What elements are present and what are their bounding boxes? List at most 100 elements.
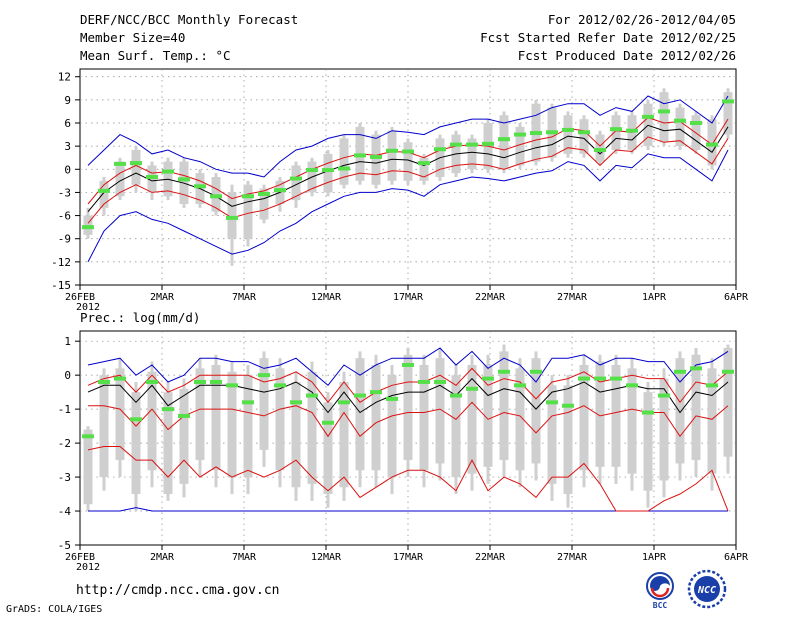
median-line [87, 377, 729, 414]
box-body [531, 358, 541, 464]
mean-marker [722, 369, 734, 374]
mean-marker [690, 366, 702, 371]
mean-marker [130, 161, 142, 166]
box-body [611, 115, 621, 150]
y-tick-label: -5 [58, 539, 71, 552]
x-tick-label: 6APR [724, 292, 749, 303]
x-tick-label: 2012 [76, 302, 100, 313]
y-tick-label: -12 [51, 256, 71, 269]
box-body [403, 354, 413, 461]
box-body [467, 364, 477, 474]
inner-lower-line [87, 136, 729, 224]
mean-marker [402, 149, 414, 154]
mean-marker [674, 369, 686, 374]
forecast-period: For 2012/02/26-2012/04/05 [547, 12, 736, 27]
ncc-logo-icon: NCC [687, 569, 727, 609]
y-tick-label: -2 [58, 437, 71, 450]
mean-marker [402, 362, 414, 367]
mean-marker [706, 142, 718, 147]
x-tick-label: 2MAR [150, 552, 175, 563]
mean-marker [658, 109, 670, 114]
y-tick-label: -1 [58, 403, 71, 416]
mean-marker [482, 141, 494, 146]
mean-marker [562, 127, 574, 132]
mean-marker [290, 176, 302, 181]
mean-marker [722, 99, 734, 104]
x-tick-label: 2MAR [150, 292, 175, 303]
grads-credit: GrADS: COLA/IGES [6, 604, 103, 615]
box-body [723, 92, 733, 135]
outer-upper-line [87, 347, 729, 387]
box-body [163, 392, 173, 495]
mean-marker [194, 379, 206, 384]
mean-marker [594, 376, 606, 381]
mean-marker [338, 166, 350, 171]
mean-marker [274, 383, 286, 388]
refer-date: Fcst Started Refer Date 2012/02/25 [480, 30, 736, 45]
box-body [131, 392, 141, 495]
box-body [483, 364, 493, 467]
source-url[interactable]: http://cmdp.ncc.cma.gov.cn [76, 583, 280, 598]
mean-marker [658, 393, 670, 398]
lower-percentile-line [87, 446, 729, 512]
box-body [387, 375, 397, 478]
mean-marker [578, 130, 590, 135]
mean-marker [642, 114, 654, 119]
box-body [659, 378, 669, 481]
y-tick-label: -15 [51, 279, 71, 292]
box-body [307, 371, 317, 484]
mean-marker [194, 184, 206, 189]
mean-marker [498, 137, 510, 142]
box-body [371, 364, 381, 471]
box-body [675, 107, 685, 147]
y-tick-label: 0 [64, 163, 71, 176]
box-body [259, 188, 269, 220]
box-body [339, 138, 349, 185]
mean-marker [546, 400, 558, 405]
x-tick-label: 17MAR [393, 552, 424, 563]
box-body [355, 358, 365, 471]
box-body [643, 392, 653, 491]
mean-marker [610, 376, 622, 381]
x-tick-label: 26FEB [65, 552, 95, 563]
y-tick-label: -6 [58, 210, 71, 223]
inner-lower-line [88, 401, 729, 438]
y-tick-label: -4 [58, 505, 72, 518]
mean-marker [386, 148, 398, 153]
box-body [323, 153, 333, 193]
box-body [323, 402, 333, 495]
x-tick-label: 12MAR [311, 552, 342, 563]
box-body [339, 381, 349, 488]
box-body [691, 354, 701, 461]
mean-marker [530, 369, 542, 374]
box-body [195, 368, 205, 461]
outer-upper-line [87, 95, 729, 178]
box-body [115, 161, 125, 197]
mean-marker [370, 154, 382, 159]
mean-marker [530, 131, 542, 136]
x-tick-label: 27MAR [557, 292, 588, 303]
box-body [707, 119, 717, 166]
x-tick-label: 1APR [642, 552, 667, 563]
mean-marker [594, 148, 606, 152]
mean-marker [178, 413, 190, 418]
mean-marker [578, 376, 590, 381]
x-tick-label: 26FEB [65, 292, 95, 303]
mean-marker [546, 130, 558, 135]
box-body [515, 126, 525, 166]
y-tick-label: 6 [64, 117, 71, 130]
x-tick-label: 1APR [642, 292, 667, 303]
mean-marker [482, 376, 494, 381]
box-body [611, 364, 621, 467]
outer-lower-line [87, 149, 729, 263]
box-body [419, 157, 429, 181]
x-tick-label: 12MAR [311, 292, 342, 303]
mean-marker [322, 420, 334, 425]
box-body [595, 361, 605, 467]
mean-marker [210, 379, 222, 384]
mean-marker [82, 434, 94, 439]
y-tick-label: 9 [64, 94, 71, 107]
box-body [83, 429, 93, 505]
box-body [627, 368, 637, 474]
